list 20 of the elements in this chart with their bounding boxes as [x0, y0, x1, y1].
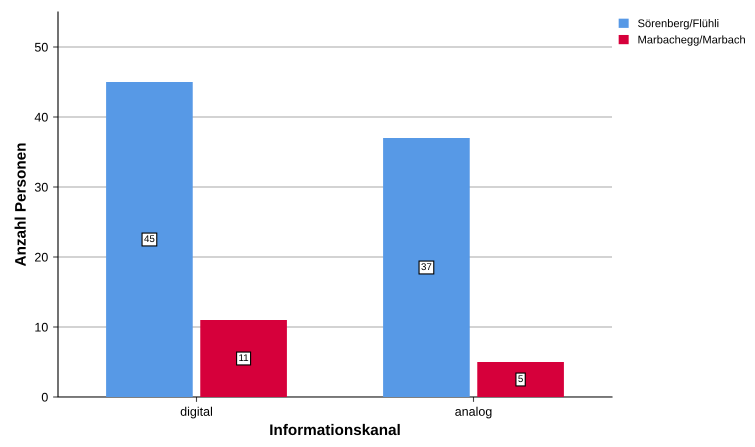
y-tick-label: 30 [34, 182, 48, 192]
x-axis-title: Informationskanal [270, 424, 400, 436]
bar [383, 138, 470, 397]
data-label: 5 [518, 375, 523, 382]
data-label: 45 [144, 235, 154, 242]
x-tick-label: digital [180, 406, 212, 418]
y-tick-label: 10 [35, 322, 48, 332]
y-tick-label: 0 [42, 392, 48, 402]
y-tick-label: 40 [34, 112, 48, 122]
bar [477, 362, 564, 397]
x-tick-label: analog [455, 406, 492, 418]
bar [106, 82, 193, 397]
y-tick-label: 20 [35, 252, 48, 262]
legend-label: Sörenberg/Flühli [638, 19, 718, 30]
y-tick-label: 50 [34, 42, 48, 52]
data-label: 37 [421, 263, 432, 270]
legend-label: Marbachegg/Marbach [638, 35, 745, 46]
y-axis-title: Anzahl Personen [14, 143, 26, 266]
bar [200, 320, 287, 397]
data-label: 11 [239, 354, 248, 362]
